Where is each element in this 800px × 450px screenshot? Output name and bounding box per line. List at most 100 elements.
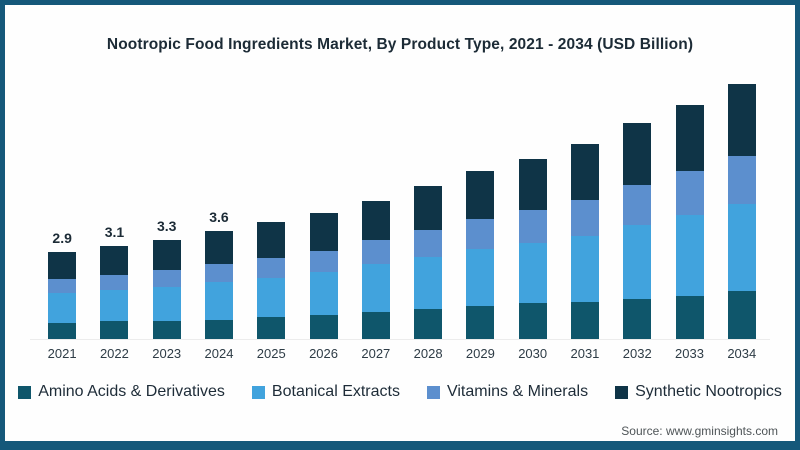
source-credit: Source: www.gminsights.com [621,424,778,438]
legend-label-synthetic-nootropics: Synthetic Nootropics [635,383,782,400]
segment-synthetic-nootropics-2025 [257,222,286,258]
bar-column-2026 [297,80,349,339]
x-tick-2027: 2027 [361,346,391,361]
segment-synthetic-nootropics-2027 [361,201,390,240]
segment-vitamins-minerals-2028 [414,229,443,257]
segment-amino-acids-derivatives-2032 [623,298,652,339]
segment-amino-acids-derivatives-2023 [152,321,181,339]
segment-synthetic-nootropics-2033 [675,105,704,171]
x-axis-labels: 2021 2022 2023 2024 2025 2026 2027 2028 2029 2030… [36,346,768,361]
segment-vitamins-minerals-2021 [48,279,77,293]
bar-2022 [100,246,129,339]
bar-column-2029 [454,80,506,339]
legend-swatch-amino-acids-derivatives [18,385,32,399]
segment-synthetic-nootropics-2023 [152,240,181,270]
bar-column-2033 [663,80,715,339]
segment-amino-acids-derivatives-2031 [570,301,599,339]
x-tick-2021: 2021 [47,346,77,361]
bar-plot-area: 2.9 3.1 3.3 3.6 [36,80,768,339]
segment-vitamins-minerals-2025 [257,258,286,278]
segment-botanical-extracts-2024 [204,282,233,320]
segment-synthetic-nootropics-2028 [414,186,443,230]
bar-2023 [152,240,181,339]
bar-column-2031 [559,80,611,339]
bar-2031 [570,144,599,339]
segment-amino-acids-derivatives-2025 [257,316,286,339]
segment-botanical-extracts-2028 [414,256,443,309]
segment-amino-acids-derivatives-2028 [414,309,443,339]
segment-amino-acids-derivatives-2029 [466,306,495,339]
legend-label-botanical-extracts: Botanical Extracts [271,383,400,400]
bar-2033 [675,105,704,339]
bar-column-2032 [611,80,663,339]
x-tick-2029: 2029 [465,346,495,361]
segment-amino-acids-derivatives-2034 [727,291,756,339]
segment-amino-acids-derivatives-2026 [309,315,338,339]
segment-synthetic-nootropics-2029 [466,171,495,219]
segment-vitamins-minerals-2023 [152,270,181,287]
legend-item-amino-acids-derivatives: Amino Acids & Derivatives [18,383,225,401]
legend-item-synthetic-nootropics: Synthetic Nootropics [615,383,782,401]
legend-item-botanical-extracts: Botanical Extracts [251,383,400,401]
legend-swatch-botanical-extracts [251,385,265,399]
segment-amino-acids-derivatives-2027 [361,312,390,339]
segment-synthetic-nootropics-2034 [727,84,756,156]
bar-2029 [466,171,495,339]
bar-column-2023: 3.3 [141,80,193,339]
segment-botanical-extracts-2034 [727,204,756,291]
segment-botanical-extracts-2021 [48,292,77,323]
segment-synthetic-nootropics-2024 [204,231,233,264]
x-tick-2026: 2026 [309,346,338,361]
bar-column-2021: 2.9 [36,80,88,339]
bar-2032 [623,123,652,339]
bar-2025 [257,222,286,339]
chart-legend: Amino Acids & Derivatives Botanical Extra… [0,383,800,401]
segment-vitamins-minerals-2026 [309,250,338,272]
bar-2030 [518,159,547,339]
segment-botanical-extracts-2029 [466,249,495,306]
legend-swatch-vitamins-minerals [426,385,440,399]
bar-column-2028 [402,80,454,339]
bar-value-label-2024: 3.6 [209,209,229,225]
segment-synthetic-nootropics-2031 [570,144,599,200]
segment-botanical-extracts-2025 [257,277,286,317]
legend-swatch-synthetic-nootropics [615,385,629,399]
x-tick-2032: 2032 [622,346,652,361]
bar-column-2025 [245,80,297,339]
bar-column-2034 [716,80,768,339]
segment-vitamins-minerals-2029 [466,219,495,249]
segment-botanical-extracts-2033 [675,214,704,296]
segment-synthetic-nootropics-2022 [100,246,129,275]
segment-vitamins-minerals-2030 [518,210,547,243]
legend-item-vitamins-minerals: Vitamins & Minerals [426,383,588,401]
bar-column-2024: 3.6 [193,80,245,339]
bar-value-label-2021: 2.9 [52,230,72,246]
bar-column-2027 [350,80,402,339]
segment-vitamins-minerals-2034 [727,156,756,204]
bar-value-label-2022: 3.1 [104,224,125,240]
segment-botanical-extracts-2031 [570,235,599,302]
x-tick-2028: 2028 [413,346,443,361]
legend-label-amino-acids-derivatives: Amino Acids & Derivatives [38,383,225,400]
chart-title: Nootropic Food Ingredients Market, By Pr… [106,36,694,53]
x-tick-2033: 2033 [675,346,704,361]
bar-2027 [361,201,390,339]
segment-vitamins-minerals-2031 [570,199,599,236]
bar-value-label-2023: 3.3 [156,218,177,234]
segment-amino-acids-derivatives-2021 [48,322,77,339]
x-tick-2031: 2031 [570,346,600,361]
bar-column-2030 [507,80,559,339]
x-tick-2025: 2025 [256,346,286,361]
bar-column-2022: 3.1 [88,80,140,339]
segment-vitamins-minerals-2032 [623,184,652,225]
x-tick-2034: 2034 [727,346,757,361]
segment-synthetic-nootropics-2030 [518,159,547,210]
segment-amino-acids-derivatives-2024 [204,319,233,339]
segment-botanical-extracts-2023 [152,286,181,321]
segment-amino-acids-derivatives-2033 [675,295,704,339]
x-tick-2024: 2024 [204,346,234,361]
x-tick-2030: 2030 [518,346,548,361]
segment-vitamins-minerals-2024 [204,264,233,282]
bar-2026 [309,213,338,339]
